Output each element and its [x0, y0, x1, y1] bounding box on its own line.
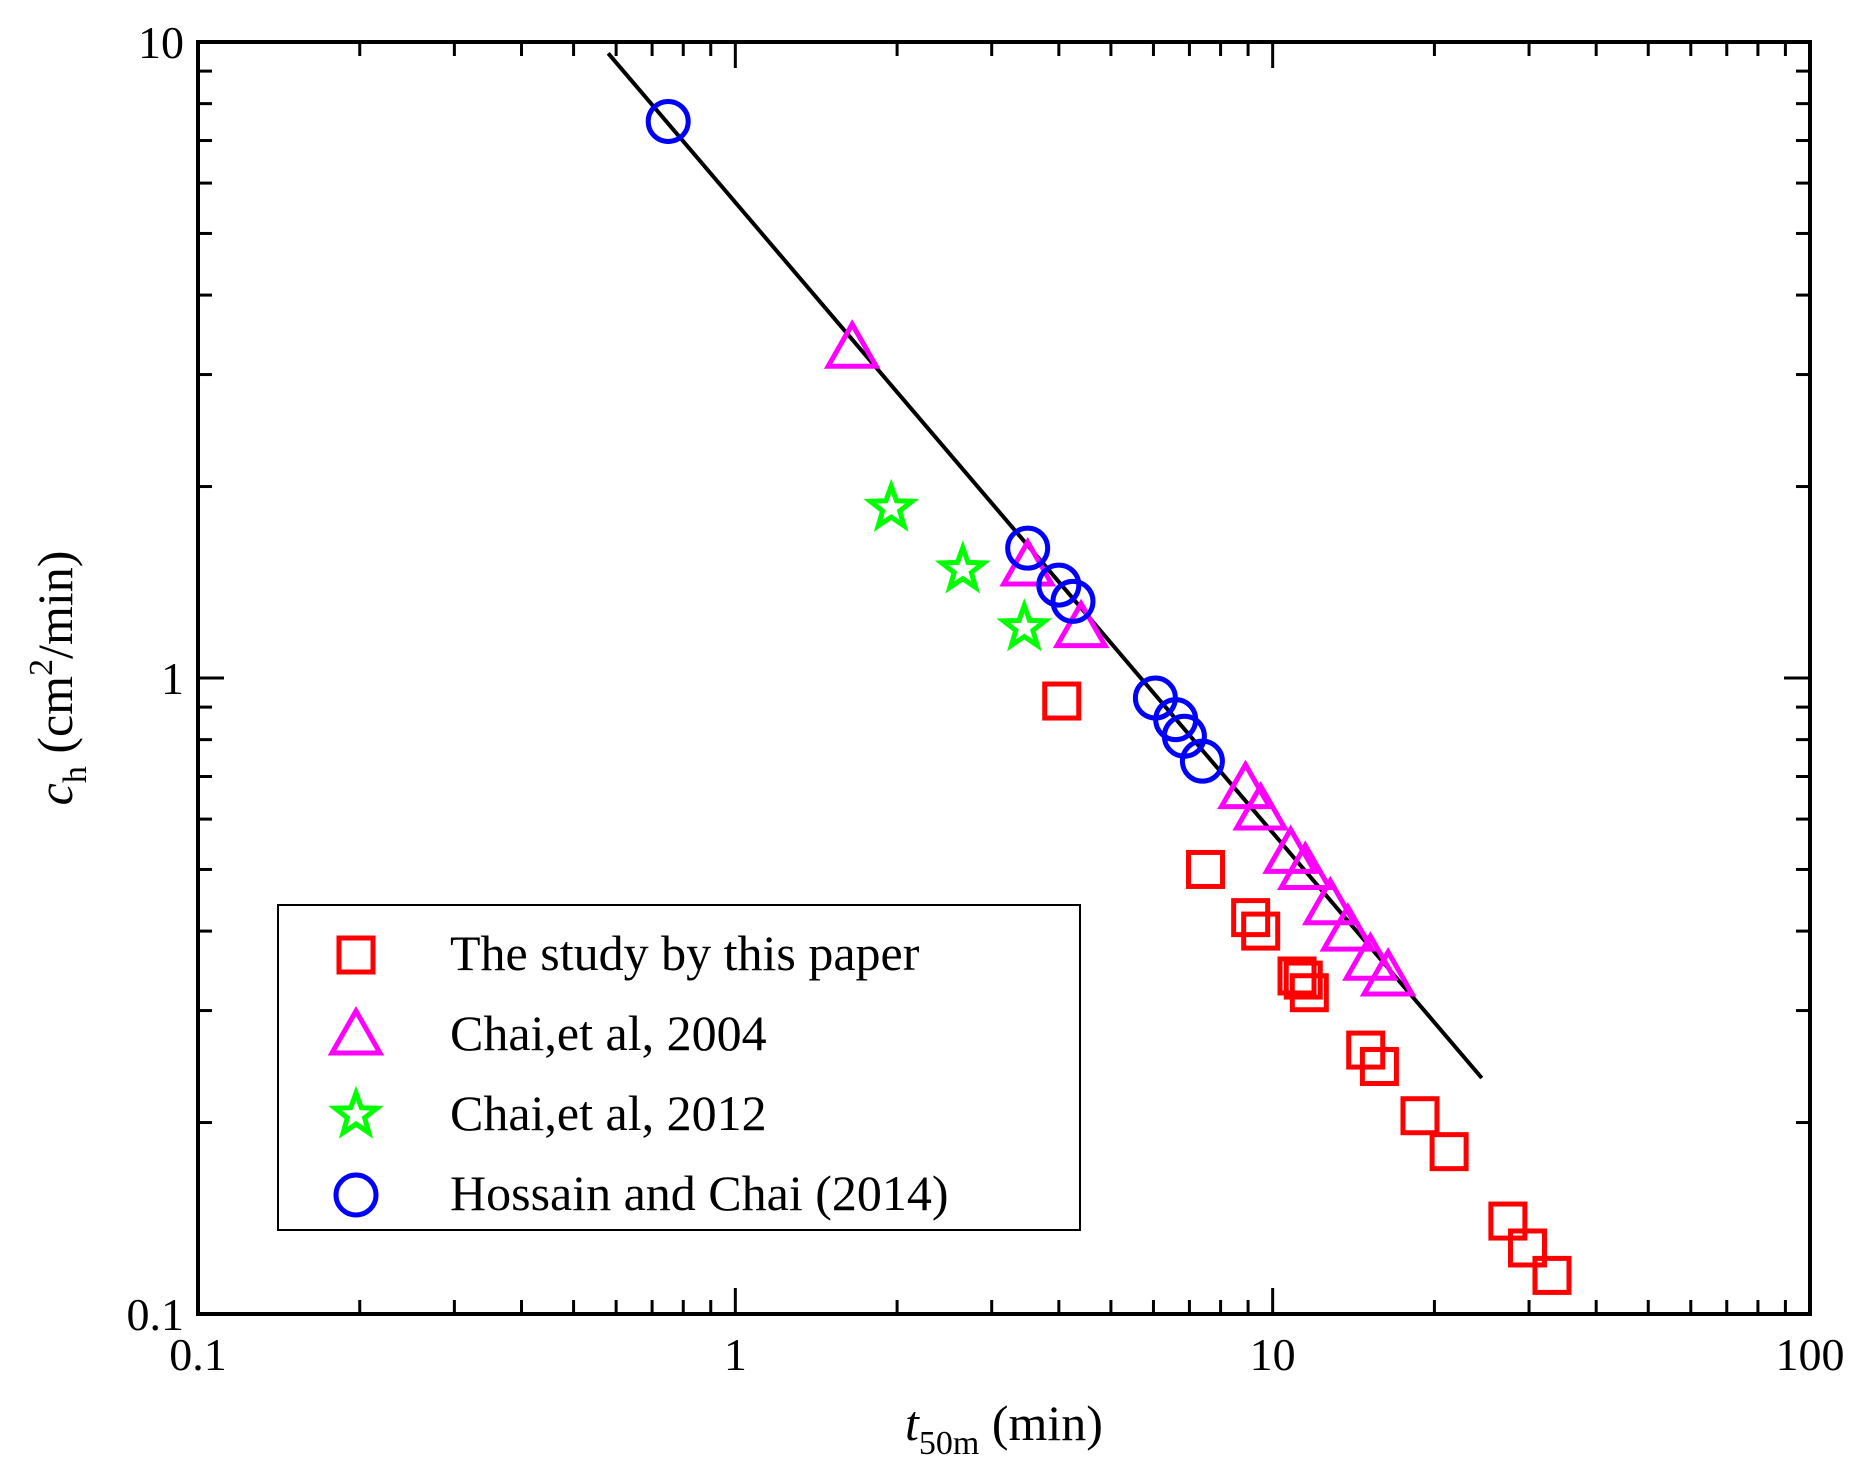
y-axis-label: ch (cm2/min)	[23, 551, 94, 806]
x-tick-label: 10	[1250, 1329, 1296, 1380]
legend-label-chai-2004: Chai,et al, 2004	[450, 1005, 767, 1061]
circle-point	[1050, 578, 1096, 624]
data-markers	[645, 98, 1572, 1295]
circle-point	[1005, 525, 1051, 571]
square-point	[1241, 911, 1281, 951]
circle-point	[645, 98, 691, 144]
x-tick-label: 0.1	[169, 1329, 227, 1380]
triangle-point	[1052, 598, 1110, 649]
square-point	[1186, 849, 1226, 889]
triangle-point	[1301, 875, 1359, 926]
axis-tick-labels: 0.1 1 10 100 0.1 1 10	[127, 17, 1845, 1380]
square-point	[1507, 1228, 1547, 1268]
star-point	[863, 478, 920, 532]
axis-ticks	[198, 42, 1810, 1314]
legend-circle-icon	[333, 1172, 379, 1218]
square-point	[1042, 681, 1082, 721]
circle-point	[1036, 562, 1082, 608]
triangle-point	[1359, 946, 1417, 997]
y-tick-label: 0.1	[127, 1289, 185, 1340]
triangle-point	[1217, 759, 1274, 810]
triangle-point	[823, 319, 881, 369]
star-point	[996, 598, 1053, 652]
legend-box	[277, 904, 1081, 1231]
y-tick-label: 1	[161, 653, 184, 704]
star-point	[934, 540, 991, 594]
circle-point	[1179, 738, 1225, 784]
legend-label-hossain-2014: Hossain and Chai (2014)	[450, 1165, 949, 1221]
square-point	[1283, 960, 1323, 1000]
y-tick-label: 10	[138, 17, 184, 68]
legend-square-icon	[336, 935, 376, 975]
legend-label-study: The study by this paper	[450, 925, 920, 981]
square-point	[1532, 1255, 1572, 1295]
triangle-point	[1319, 902, 1377, 952]
legend-markers	[327, 935, 385, 1218]
triangle-point	[1276, 840, 1334, 890]
square-point	[1289, 973, 1329, 1013]
square-point	[1359, 1046, 1399, 1086]
square-point	[1400, 1096, 1440, 1136]
fit-line	[606, 51, 1484, 1080]
square-point	[1488, 1201, 1528, 1241]
x-tick-label: 1	[724, 1329, 747, 1380]
legend-label-chai-2012: Chai,et al, 2012	[450, 1085, 767, 1141]
triangle-point	[1232, 780, 1290, 831]
x-axis-label: t50m (min)	[905, 1395, 1103, 1462]
legend: The study by this paper Chai,et al, 2004…	[277, 904, 1081, 1231]
square-point	[1231, 898, 1271, 938]
legend-star-icon	[328, 1085, 384, 1139]
square-point	[1429, 1132, 1469, 1172]
legend-triangle-icon	[327, 1005, 385, 1056]
x-tick-label: 100	[1776, 1329, 1845, 1380]
